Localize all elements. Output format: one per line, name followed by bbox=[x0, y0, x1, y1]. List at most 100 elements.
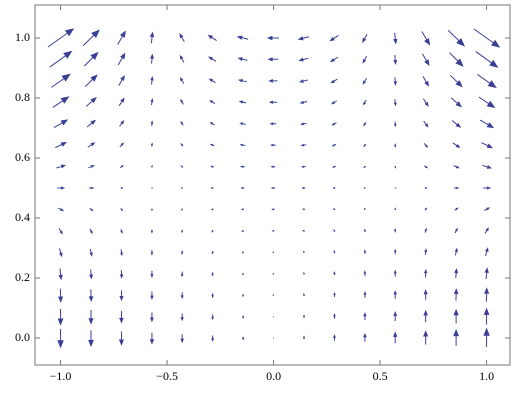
arrow bbox=[180, 292, 184, 300]
arrow bbox=[332, 187, 336, 189]
y-tick-label: 1.0 bbox=[15, 30, 30, 44]
arrow bbox=[477, 74, 497, 89]
arrow bbox=[421, 31, 431, 46]
arrow bbox=[394, 143, 397, 148]
arrow bbox=[89, 207, 94, 212]
arrow bbox=[301, 186, 306, 190]
x-tick-label: 0.5 bbox=[373, 369, 388, 383]
arrow bbox=[302, 335, 306, 340]
arrow bbox=[363, 291, 367, 298]
arrow bbox=[299, 100, 308, 104]
arrow bbox=[58, 288, 64, 303]
arrow bbox=[181, 229, 184, 234]
arrow bbox=[393, 269, 397, 277]
arrow bbox=[82, 29, 100, 47]
arrow bbox=[451, 120, 462, 128]
arrow bbox=[150, 270, 154, 279]
y-tick-label: 0.0 bbox=[15, 330, 30, 344]
arrow bbox=[330, 100, 338, 105]
arrow bbox=[333, 249, 336, 254]
arrow bbox=[424, 165, 429, 169]
arrow bbox=[363, 121, 367, 127]
arrow bbox=[211, 250, 214, 255]
arrow bbox=[473, 28, 501, 48]
arrow bbox=[57, 329, 64, 349]
arrow bbox=[424, 207, 428, 211]
arrow bbox=[57, 308, 64, 326]
arrow bbox=[117, 30, 126, 45]
arrow bbox=[84, 51, 99, 67]
arrow bbox=[449, 52, 464, 67]
arrow bbox=[394, 228, 397, 233]
arrow bbox=[422, 98, 429, 107]
arrow bbox=[454, 227, 458, 234]
arrow bbox=[120, 187, 124, 189]
arrow bbox=[181, 208, 184, 211]
arrow bbox=[450, 74, 463, 88]
arrow bbox=[150, 120, 154, 127]
arrow bbox=[180, 271, 184, 278]
arrow bbox=[363, 143, 367, 148]
arrow bbox=[119, 270, 124, 279]
arrow bbox=[149, 312, 154, 323]
arrow bbox=[333, 313, 336, 319]
arrow bbox=[49, 50, 73, 68]
arrow bbox=[180, 313, 184, 322]
arrow bbox=[363, 228, 367, 233]
arrow bbox=[484, 227, 489, 234]
arrow bbox=[180, 334, 184, 344]
arrow bbox=[87, 142, 96, 148]
arrow bbox=[363, 249, 367, 254]
arrow bbox=[47, 28, 75, 48]
arrow bbox=[454, 247, 458, 256]
arrow bbox=[85, 96, 97, 107]
arrow bbox=[88, 310, 94, 325]
arrow bbox=[150, 142, 154, 147]
arrow bbox=[241, 251, 245, 254]
arrow bbox=[298, 57, 309, 62]
arrow bbox=[53, 119, 69, 129]
arrow bbox=[208, 56, 217, 62]
arrow bbox=[179, 54, 185, 63]
arrow bbox=[118, 331, 125, 346]
arrow bbox=[269, 122, 277, 126]
arrow bbox=[332, 208, 336, 211]
arrow bbox=[363, 332, 367, 342]
arrow bbox=[58, 248, 63, 258]
arrow bbox=[150, 75, 154, 85]
arrow bbox=[423, 289, 428, 300]
arrow bbox=[423, 268, 428, 278]
arrow bbox=[423, 309, 428, 323]
arrow bbox=[270, 165, 276, 168]
arrow bbox=[393, 121, 397, 128]
arrow bbox=[421, 53, 430, 67]
arrow bbox=[88, 289, 94, 303]
arrow bbox=[211, 229, 214, 233]
arrow bbox=[363, 165, 366, 169]
arrow bbox=[297, 36, 310, 41]
arrow bbox=[393, 77, 397, 86]
arrow bbox=[270, 186, 276, 190]
arrow bbox=[363, 99, 367, 106]
arrow bbox=[424, 187, 428, 189]
arrow bbox=[210, 165, 215, 168]
x-tick-label: 1.0 bbox=[479, 369, 494, 383]
arrow bbox=[209, 100, 216, 105]
arrow bbox=[237, 57, 248, 62]
x-tick-label: −0.5 bbox=[156, 369, 178, 383]
arrow bbox=[120, 249, 124, 257]
arrow bbox=[393, 99, 397, 107]
arrow bbox=[211, 272, 214, 277]
arrow bbox=[303, 292, 306, 297]
arrow bbox=[150, 291, 154, 301]
arrow bbox=[363, 312, 367, 320]
arrow bbox=[150, 229, 154, 234]
arrow bbox=[331, 165, 336, 168]
arrow bbox=[363, 207, 366, 211]
arrow bbox=[209, 122, 215, 126]
arrow bbox=[331, 122, 337, 126]
arrow bbox=[453, 328, 460, 346]
arrow bbox=[149, 332, 155, 345]
arrow bbox=[57, 207, 65, 212]
arrow bbox=[58, 268, 63, 281]
